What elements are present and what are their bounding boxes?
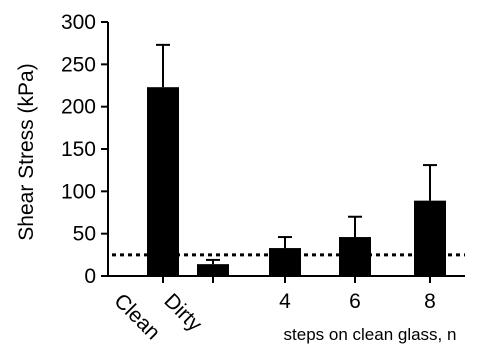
y-tick-label: 300 xyxy=(61,11,96,34)
bar-8 xyxy=(414,200,446,276)
axis-ticks xyxy=(101,21,431,283)
x-tick-label: 4 xyxy=(279,290,291,313)
y-tick-label: 50 xyxy=(73,223,96,246)
bar-4 xyxy=(269,248,301,276)
x-tick-label: 6 xyxy=(349,290,361,313)
y-tick-label: 0 xyxy=(84,265,96,288)
x-tick-label: 8 xyxy=(424,290,436,313)
x-tick-label: Clean xyxy=(109,289,164,344)
x-axis-title: steps on clean glass, n xyxy=(284,325,457,344)
bar-dirty xyxy=(197,264,229,276)
y-axis-title: Shear Stress (kPa) xyxy=(15,63,38,240)
x-tick-label: Dirty xyxy=(159,289,206,336)
y-tick-label: 200 xyxy=(61,96,96,119)
y-tick-label: 150 xyxy=(61,138,96,161)
y-tick-label: 250 xyxy=(61,53,96,76)
bar-clean xyxy=(147,87,179,277)
y-axis-title-group: Shear Stress (kPa) xyxy=(15,63,38,240)
y-tick-label: 100 xyxy=(61,180,96,203)
bar-6 xyxy=(339,237,371,276)
plot-area xyxy=(107,22,465,277)
